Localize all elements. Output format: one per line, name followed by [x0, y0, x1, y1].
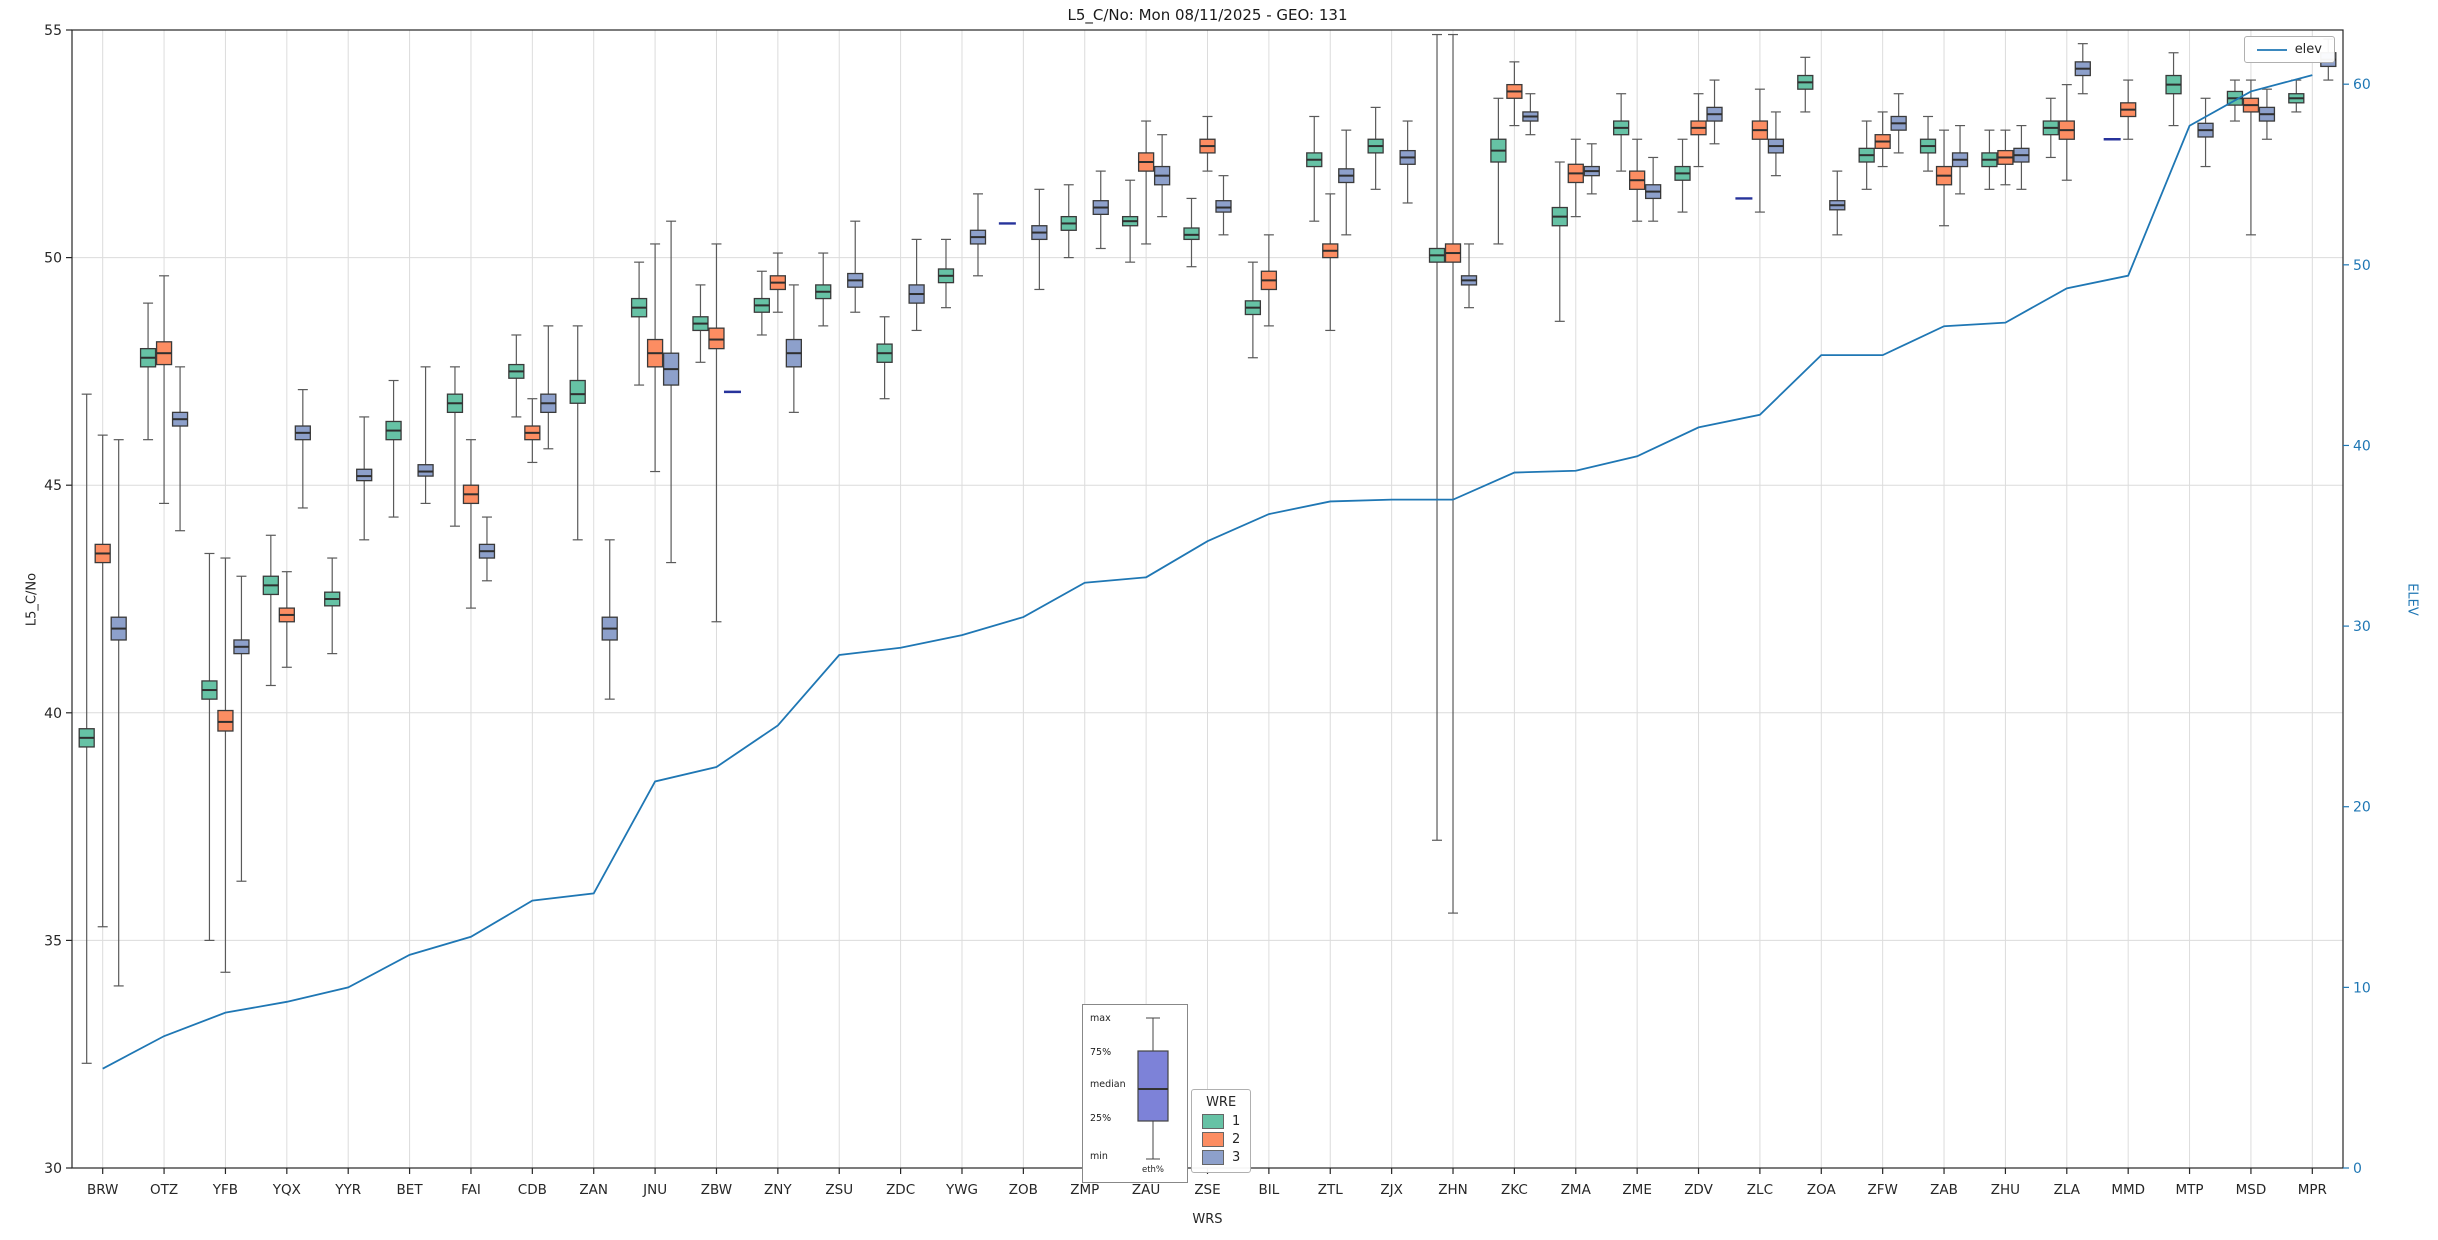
anatomy-label-max: max: [1090, 1013, 1111, 1024]
svg-text:ZDC: ZDC: [886, 1182, 915, 1198]
svg-text:20: 20: [2353, 800, 2371, 816]
svg-text:OTZ: OTZ: [150, 1182, 178, 1198]
svg-text:BIL: BIL: [1258, 1182, 1279, 1198]
svg-text:ZAU: ZAU: [1132, 1182, 1160, 1198]
svg-text:ZBW: ZBW: [701, 1182, 732, 1198]
svg-text:ZLC: ZLC: [1747, 1182, 1773, 1198]
wre-swatch-3: [1202, 1150, 1224, 1165]
svg-text:ZNY: ZNY: [764, 1182, 792, 1198]
svg-text:MTP: MTP: [2176, 1182, 2204, 1198]
svg-text:JNU: JNU: [642, 1182, 667, 1198]
legend-wre-entry-2: 2: [1202, 1132, 1240, 1147]
svg-text:BRW: BRW: [87, 1182, 118, 1198]
svg-text:MPR: MPR: [2298, 1182, 2327, 1198]
y-axis-label-right: ELEV: [2404, 583, 2420, 616]
svg-text:ZME: ZME: [1622, 1182, 1651, 1198]
svg-text:ZJX: ZJX: [1380, 1182, 1402, 1198]
svg-text:40: 40: [44, 706, 62, 722]
svg-text:50: 50: [2353, 258, 2371, 274]
wre-swatch-1: [1202, 1114, 1224, 1129]
svg-text:ZLA: ZLA: [2054, 1182, 2081, 1198]
svg-text:BET: BET: [397, 1182, 424, 1198]
legend-elev-label: elev: [2294, 42, 2322, 57]
anatomy-label-25: 25%: [1090, 1113, 1112, 1124]
svg-text:ZSU: ZSU: [825, 1182, 853, 1198]
elev-line-swatch: [2256, 48, 2287, 51]
svg-text:MSD: MSD: [2236, 1182, 2267, 1198]
svg-text:30: 30: [44, 1161, 62, 1177]
svg-text:10: 10: [2353, 980, 2371, 996]
svg-text:YFB: YFB: [212, 1182, 238, 1198]
svg-text:ZMP: ZMP: [1070, 1182, 1099, 1198]
svg-text:YQX: YQX: [272, 1182, 301, 1198]
legend-elev: elev: [2243, 36, 2335, 63]
wre-label-1: 1: [1232, 1114, 1241, 1129]
svg-text:55: 55: [44, 23, 62, 39]
svg-text:FAI: FAI: [461, 1182, 481, 1198]
svg-text:45: 45: [44, 478, 62, 494]
svg-text:ZTL: ZTL: [1318, 1182, 1343, 1198]
svg-text:ZOA: ZOA: [1807, 1182, 1837, 1198]
legend-wre-entry-1: 1: [1202, 1114, 1240, 1129]
wre-label-3: 3: [1232, 1150, 1241, 1165]
svg-text:YYR: YYR: [334, 1182, 361, 1198]
svg-text:ZMA: ZMA: [1561, 1182, 1592, 1198]
svg-text:ZAB: ZAB: [1930, 1182, 1958, 1198]
svg-text:ZDV: ZDV: [1684, 1182, 1713, 1198]
anatomy-axis-label: eth%: [1141, 1165, 1165, 1175]
anatomy-label-median: median: [1090, 1079, 1126, 1090]
chart-title: L5_C/No: Mon 08/11/2025 - GEO: 131: [1067, 6, 1348, 24]
y-axis-label-left: L5_C/No: [24, 572, 40, 627]
svg-text:40: 40: [2353, 438, 2371, 454]
wre-label-2: 2: [1232, 1132, 1241, 1147]
svg-text:ZHN: ZHN: [1438, 1182, 1468, 1198]
svg-text:ZAN: ZAN: [579, 1182, 608, 1198]
legend-wre-entry-3: 3: [1202, 1150, 1240, 1165]
svg-text:0: 0: [2353, 1161, 2362, 1177]
svg-text:50: 50: [44, 251, 62, 267]
svg-text:35: 35: [44, 933, 62, 949]
boxplot-anatomy-inset: max 75% median 25% min eth%: [1082, 1004, 1188, 1183]
anatomy-label-75: 75%: [1090, 1047, 1112, 1058]
svg-text:MMD: MMD: [2111, 1182, 2145, 1198]
svg-text:ZSE: ZSE: [1194, 1182, 1220, 1198]
svg-text:ZFW: ZFW: [1867, 1182, 1897, 1198]
svg-text:60: 60: [2353, 77, 2371, 93]
anatomy-boxplot: [1137, 1017, 1169, 1160]
svg-text:ZKC: ZKC: [1501, 1182, 1528, 1198]
anatomy-label-min: min: [1090, 1151, 1108, 1162]
svg-text:CDB: CDB: [518, 1182, 547, 1198]
svg-text:ZOB: ZOB: [1009, 1182, 1038, 1198]
legend-wre-title: WRE: [1206, 1095, 1237, 1110]
x-axis-label: WRS: [1192, 1212, 1223, 1227]
svg-text:ZHU: ZHU: [1991, 1182, 2020, 1198]
svg-text:YWG: YWG: [945, 1182, 978, 1198]
legend-wre: WRE 1 2 3: [1191, 1089, 1252, 1173]
wre-swatch-2: [1202, 1132, 1224, 1147]
svg-text:30: 30: [2353, 619, 2371, 635]
